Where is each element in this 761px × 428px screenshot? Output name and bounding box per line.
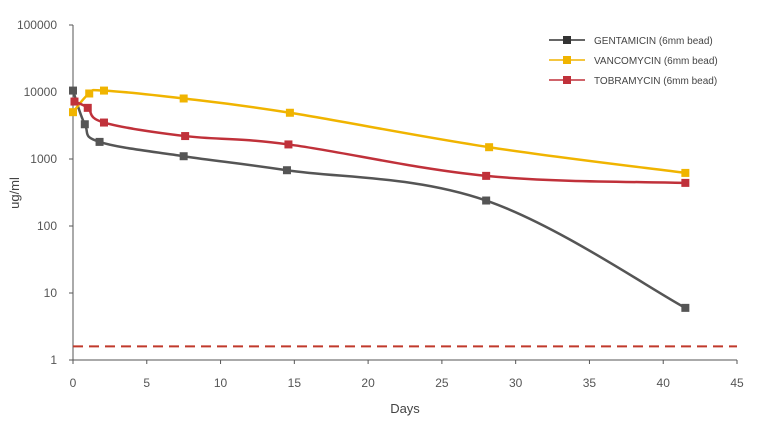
gentamicin-point — [482, 196, 491, 205]
x-tick-label: 5 — [143, 376, 150, 390]
x-tick-label: 25 — [435, 376, 449, 390]
vancomycin-series — [69, 86, 690, 177]
tobramycin-point — [681, 178, 690, 187]
gentamicin-point — [80, 120, 89, 129]
tobramycin-point — [83, 103, 92, 112]
series-layer — [69, 86, 690, 312]
vancomycin-point — [69, 108, 77, 117]
tobramycin-legend-marker — [563, 76, 571, 84]
tobramycin-point — [181, 132, 190, 141]
tobramycin-point — [99, 118, 108, 127]
vancomycin-point — [485, 143, 494, 152]
y-axis-title: ug/ml — [7, 177, 22, 209]
vancomycin-point — [85, 89, 94, 98]
vancomycin-point — [681, 168, 690, 177]
legend: GENTAMICIN (6mm bead) VANCOMYCIN (6mm bea… — [549, 36, 718, 87]
y-tick-label: 10 — [44, 286, 58, 300]
gentamicin-legend-label: GENTAMICIN (6mm bead) — [594, 36, 713, 47]
gentamicin-point — [95, 137, 104, 146]
tobramycin-series — [70, 97, 690, 187]
vancomycin-point — [179, 94, 188, 103]
x-tick-label: 30 — [509, 376, 523, 390]
y-tick-label: 1000 — [30, 152, 57, 166]
x-tick-label: 0 — [70, 376, 77, 390]
gentamicin-line — [71, 90, 686, 309]
x-tick-label: 35 — [583, 376, 597, 390]
tobramycin-legend-label: TOBRAMYCIN (6mm bead) — [594, 76, 717, 87]
tobramycin-line — [73, 100, 686, 185]
x-tick-label: 40 — [657, 376, 671, 390]
x-tick-label: 15 — [288, 376, 302, 390]
gentamicin-point — [282, 166, 291, 175]
y-tick-label: 100000 — [17, 18, 57, 32]
y-tick-label: 100 — [37, 219, 57, 233]
x-tick-label: 10 — [214, 376, 228, 390]
gentamicin-legend-marker — [563, 36, 571, 44]
vancomycin-point — [99, 86, 108, 95]
x-axis-title: Days — [390, 401, 420, 416]
x-tick-label: 20 — [361, 376, 375, 390]
tobramycin-point — [284, 140, 293, 149]
x-tick-label: 45 — [730, 376, 744, 390]
y-tick-label: 1 — [50, 353, 57, 367]
vancomycin-legend-label: VANCOMYCIN (6mm bead) — [594, 56, 718, 67]
gentamicin-point — [681, 303, 690, 312]
vancomycin-legend-marker — [563, 56, 571, 64]
gentamicin-point — [69, 86, 77, 95]
gentamicin-series — [69, 86, 690, 312]
tobramycin-point — [70, 97, 79, 106]
axes: 0 5 10 15 20 25 30 35 40 45 100000 10000 1000 100 10 1 — [17, 18, 744, 390]
y-tick-label: 10000 — [24, 85, 58, 99]
tobramycin-point — [482, 171, 491, 180]
gentamicin-point — [179, 152, 188, 161]
vancomycin-point — [285, 108, 294, 117]
